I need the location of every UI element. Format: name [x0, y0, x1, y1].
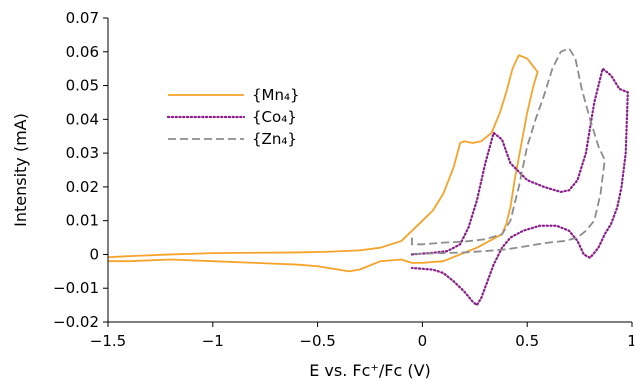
legend-label-2: {Co₄}	[252, 108, 297, 126]
legend-label-3: {Zn₄}	[252, 130, 297, 148]
y-tick-label: 0.04	[66, 110, 99, 128]
y-tick-label: 0.05	[66, 77, 99, 95]
y-tick-label: −0.01	[53, 279, 99, 297]
x-tick-label: 1	[627, 332, 634, 350]
series-line-2	[410, 67, 629, 307]
x-axis-label: E vs. Fc⁺/Fc (V)	[309, 361, 431, 380]
legend-label-1: {Mn₄}	[252, 86, 300, 104]
legend: {Mn₄} {Co₄} {Zn₄}	[166, 86, 300, 148]
y-tick-label: 0	[89, 245, 99, 263]
x-tick-label: −0.5	[299, 332, 335, 350]
y-axis-label: Intensity (mA)	[11, 113, 30, 227]
x-tick-label: 0	[418, 332, 428, 350]
axes: −0.02 −0.01 0 0.01 0.02 0.03 0.04 0.05 0.06 0.07 −…	[53, 9, 634, 350]
y-tick-label: 0.07	[66, 9, 99, 27]
y-tick-label: 0.03	[66, 144, 99, 162]
y-tick-label: 0.02	[66, 178, 99, 196]
y-tick-label: 0.01	[66, 212, 99, 230]
plot-area	[108, 47, 629, 307]
y-tick-label: −0.02	[53, 313, 99, 331]
x-tick-label: −1	[202, 332, 224, 350]
x-tick-label: 0.5	[515, 332, 539, 350]
x-tick-label: −1.5	[90, 332, 126, 350]
y-tick-label: 0.06	[66, 43, 99, 61]
series-line-3	[411, 47, 606, 255]
series-line-1	[108, 54, 539, 273]
